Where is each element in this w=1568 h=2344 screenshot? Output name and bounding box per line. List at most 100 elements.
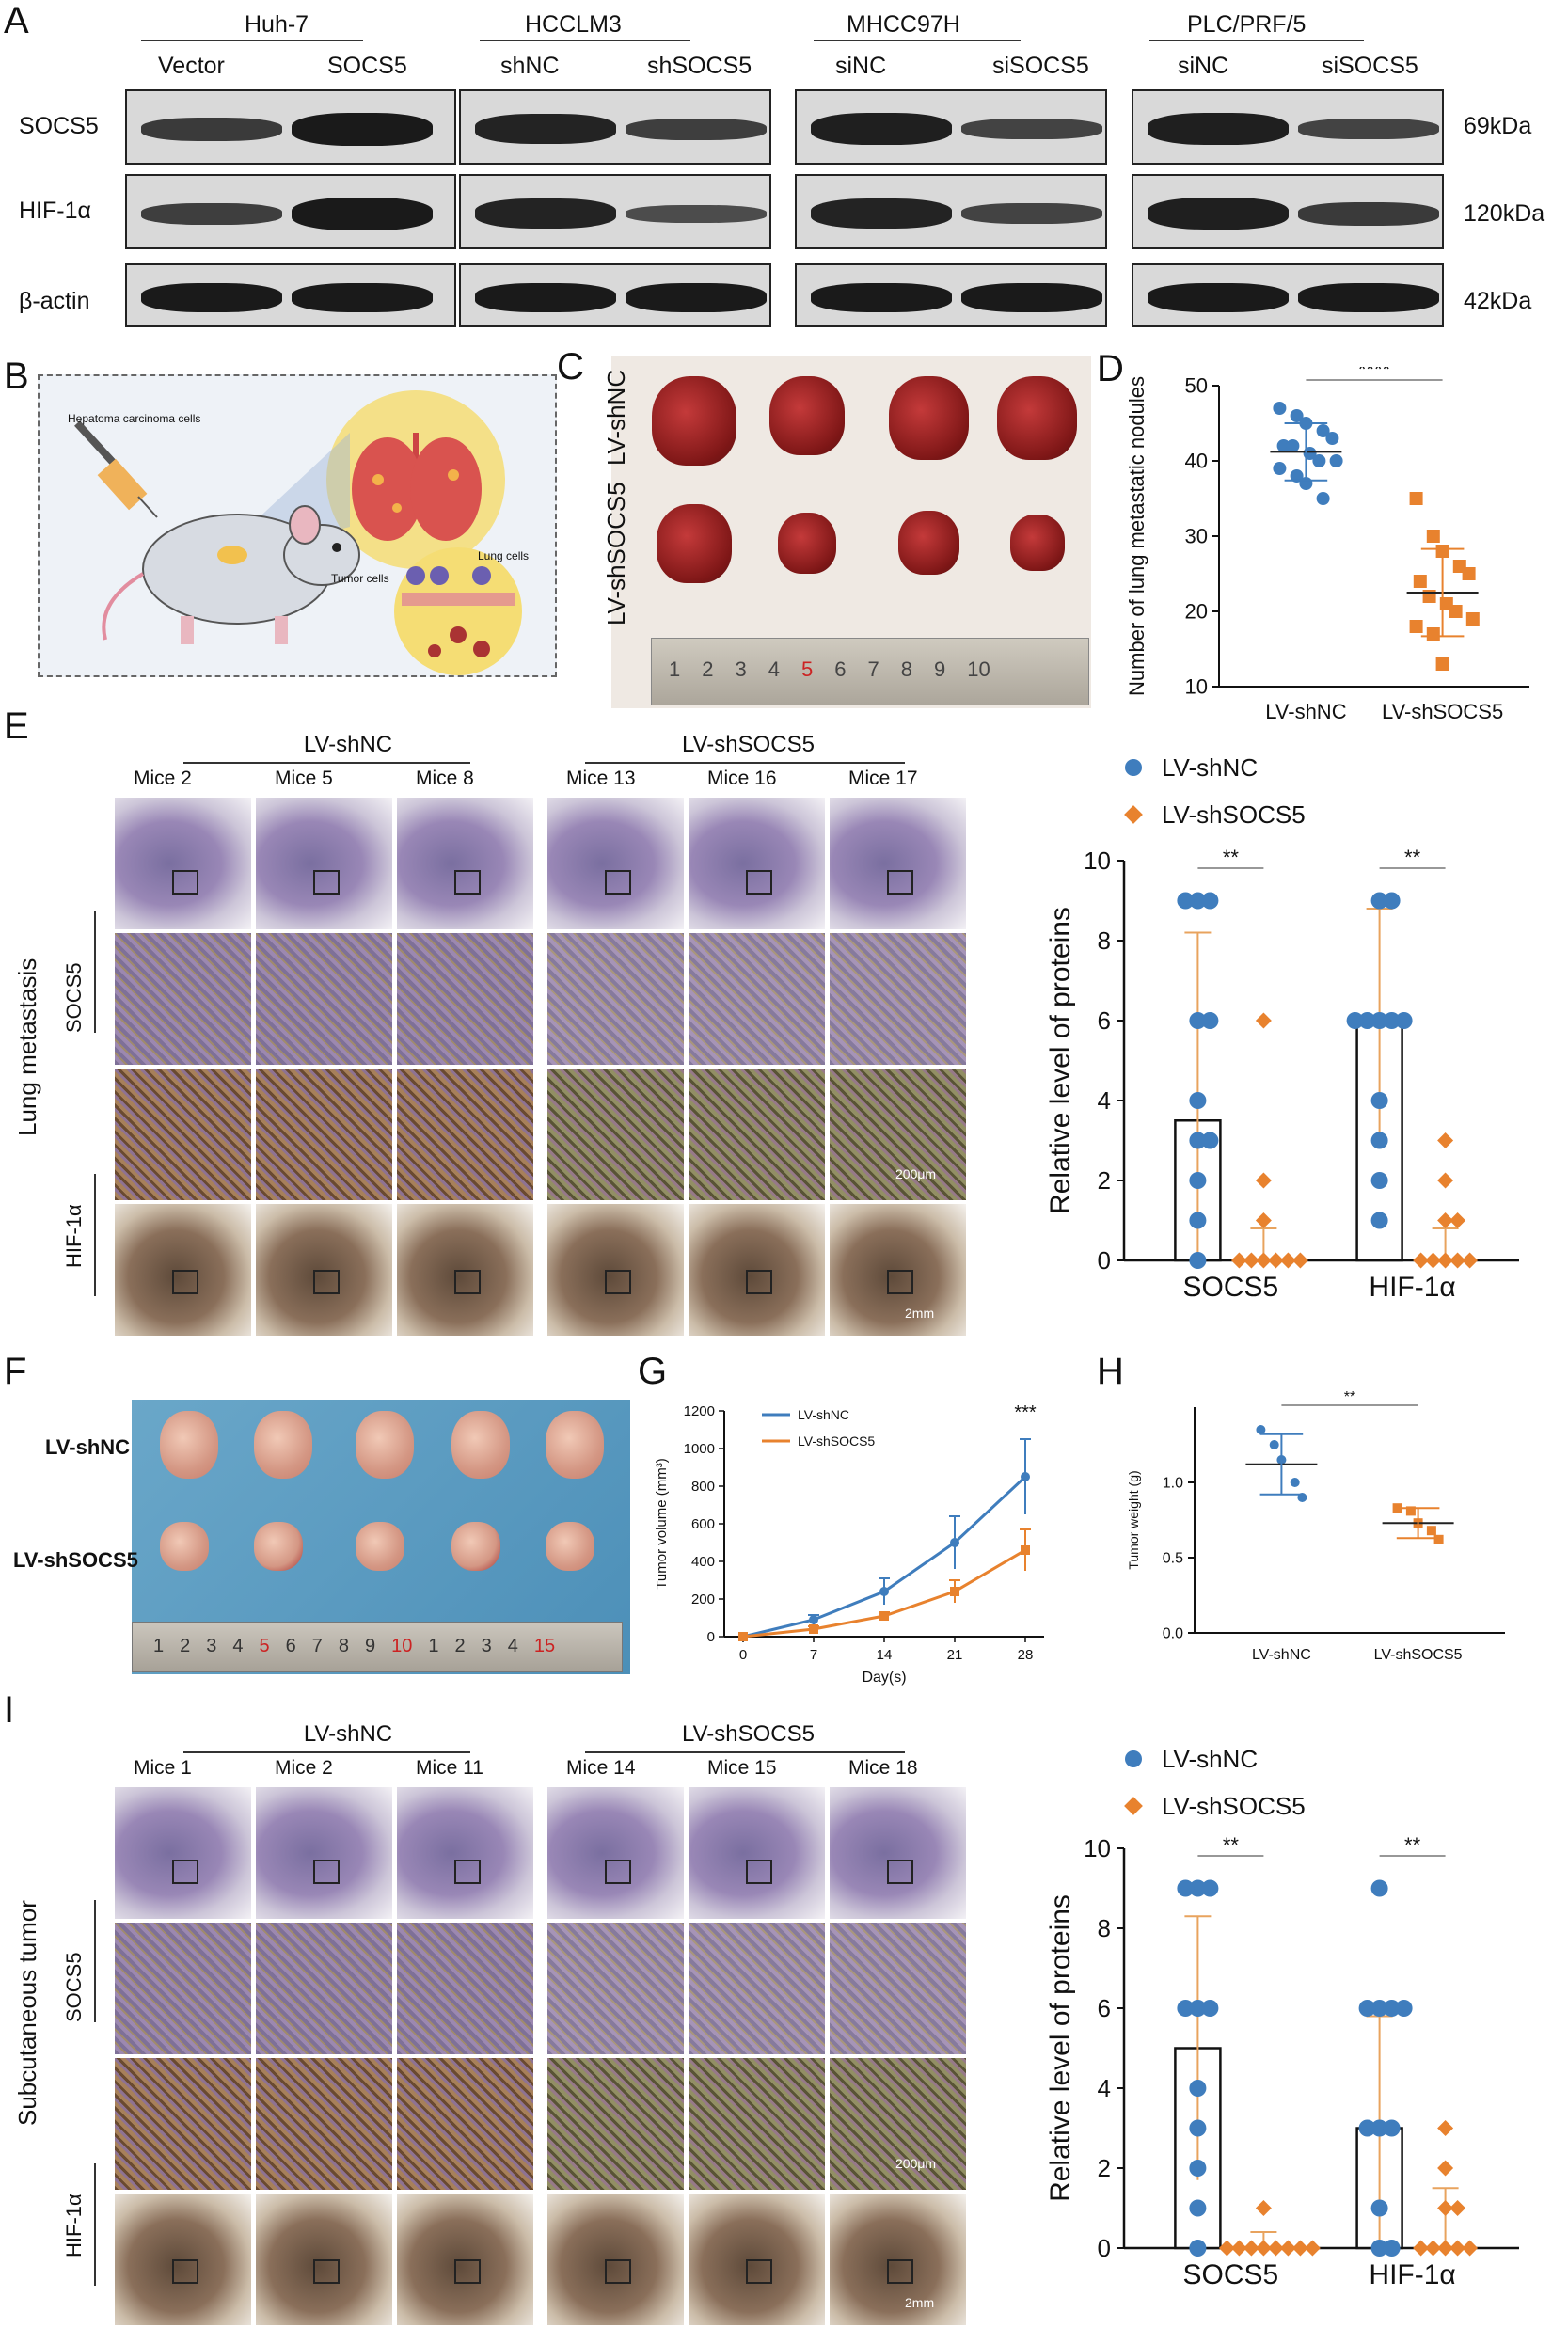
data-point <box>1449 1212 1466 1228</box>
lung-specimen <box>997 376 1077 461</box>
mouse-label: Mice 14 <box>566 1757 636 1779</box>
histology-tile <box>397 2194 533 2325</box>
y-tick-label: 1200 <box>684 1403 715 1419</box>
injection-label: Hepatoma carcinoma cells <box>68 412 201 425</box>
panel-label-i: I <box>4 1689 15 1731</box>
lane-label: Vector <box>158 53 225 79</box>
data-point <box>1189 1012 1207 1029</box>
y-tick-label: 800 <box>691 1479 715 1495</box>
ruler-tick-label: 2 <box>454 1636 466 1656</box>
ruler-tick-label: 2 <box>702 657 714 681</box>
legend-marker <box>1124 1797 1143 1815</box>
row-label-shsocs5: LV-shSOCS5 <box>602 482 630 626</box>
group-underline <box>585 762 905 764</box>
x-tick-label: 7 <box>810 1647 817 1663</box>
data-point <box>1177 2000 1195 2017</box>
y-tick-label: 10 <box>1084 847 1111 875</box>
blot-band <box>1298 283 1439 312</box>
data-point <box>1189 1879 1207 1897</box>
data-point <box>1437 2120 1454 2136</box>
zoom-box <box>745 870 772 895</box>
mouse-label: Mice 13 <box>566 768 636 789</box>
zoom-box <box>604 1860 631 1884</box>
mouse-label: Mice 8 <box>416 768 474 789</box>
stain-bracket <box>94 911 96 1033</box>
y-tick-label: 0.5 <box>1163 1551 1183 1567</box>
blot-band <box>1148 113 1289 145</box>
data-point <box>1189 2119 1207 2137</box>
histology-tile <box>689 798 825 929</box>
ruler-tick-label: 8 <box>338 1636 349 1656</box>
y-tick-label: 200 <box>691 1592 715 1608</box>
protein-label-hif1a: HIF-1α <box>19 198 91 224</box>
data-point <box>1383 2240 1401 2257</box>
tumor-specimen <box>546 1411 604 1479</box>
data-point <box>1370 1879 1388 1897</box>
histology-tile <box>547 1069 684 1200</box>
data-point <box>1462 2240 1479 2257</box>
data-point <box>1449 2200 1466 2216</box>
stain-label: SOCS5 <box>62 1952 86 2022</box>
histology-tile <box>397 1923 533 2054</box>
data-point <box>1413 575 1427 588</box>
ruler: 1 2 3 4 5 6 7 8 9 10 1 2 3 4 15 <box>132 1622 623 1672</box>
tumor-specimen <box>254 1522 303 1571</box>
blot-band <box>1298 202 1439 226</box>
histology-tile <box>689 1787 825 1919</box>
lane-label: siNC <box>1178 53 1229 79</box>
data-point <box>1290 469 1304 483</box>
x-tick-label: LV-shSOCS5 <box>1374 1647 1463 1663</box>
y-tick-label: 600 <box>691 1516 715 1532</box>
stain-label: SOCS5 <box>62 962 86 1033</box>
significance-label: ** <box>1223 1833 1240 1857</box>
ruler: 1 2 3 4 5 6 7 8 9 10 <box>651 638 1089 705</box>
data-point <box>1395 2000 1413 2017</box>
data-point <box>1230 1252 1247 1269</box>
zoom-box <box>745 1270 772 1294</box>
data-point <box>1370 2199 1388 2217</box>
data-point <box>1290 409 1304 422</box>
y-tick-label: 400 <box>691 1554 715 1570</box>
lane-label: siSOCS5 <box>992 53 1089 79</box>
data-point <box>1201 2000 1219 2017</box>
lane-label: siSOCS5 <box>1322 53 1418 79</box>
lung-specimen <box>656 503 732 583</box>
ruler-tick-label: 9 <box>365 1636 376 1656</box>
blot-band <box>1298 119 1439 139</box>
histology-tile <box>397 1069 533 1200</box>
lung-photo-panel: 1 2 3 4 5 6 7 8 9 10 <box>611 356 1091 708</box>
histology-tile <box>115 2194 251 2325</box>
blot-box <box>459 174 771 249</box>
data-point <box>1201 1132 1219 1149</box>
stain-bracket <box>94 2163 96 2286</box>
protein-label-socs5: SOCS5 <box>19 113 99 139</box>
x-tick-label: LV-shNC <box>1252 1647 1311 1663</box>
stain-bracket <box>94 1174 96 1296</box>
zoom-box <box>312 1860 340 1884</box>
data-point <box>1395 1012 1413 1029</box>
tumor-specimen <box>160 1522 209 1571</box>
y-tick-label: 2 <box>1098 2154 1111 2182</box>
data-point <box>1383 2119 1401 2137</box>
histology-tile <box>830 2058 966 2190</box>
mouse-label: Mice 16 <box>707 768 777 789</box>
histology-tile <box>689 933 825 1065</box>
data-point <box>1255 1012 1272 1029</box>
blot-box <box>125 263 456 327</box>
legend-label: LV-shNC <box>1162 1745 1258 1773</box>
data-point <box>1189 2160 1207 2177</box>
x-tick-label: LV-shSOCS5 <box>1382 700 1503 723</box>
histology-tile <box>830 1204 966 1336</box>
data-point <box>1383 1012 1401 1029</box>
group-label: LV-shNC <box>303 1721 393 1747</box>
significance-label: ** <box>1404 1833 1421 1857</box>
data-point <box>1358 1012 1376 1029</box>
blot-band <box>961 283 1102 312</box>
blot-band <box>626 283 767 312</box>
histology-tile <box>397 1204 533 1336</box>
x-tick-label: SOCS5 <box>1183 1272 1279 1303</box>
blot-band <box>141 203 282 225</box>
scale-bar-label: 200μm <box>895 2156 937 2171</box>
y-tick-label: 6 <box>1098 1006 1111 1035</box>
ruler-tick-label: 4 <box>768 657 780 681</box>
